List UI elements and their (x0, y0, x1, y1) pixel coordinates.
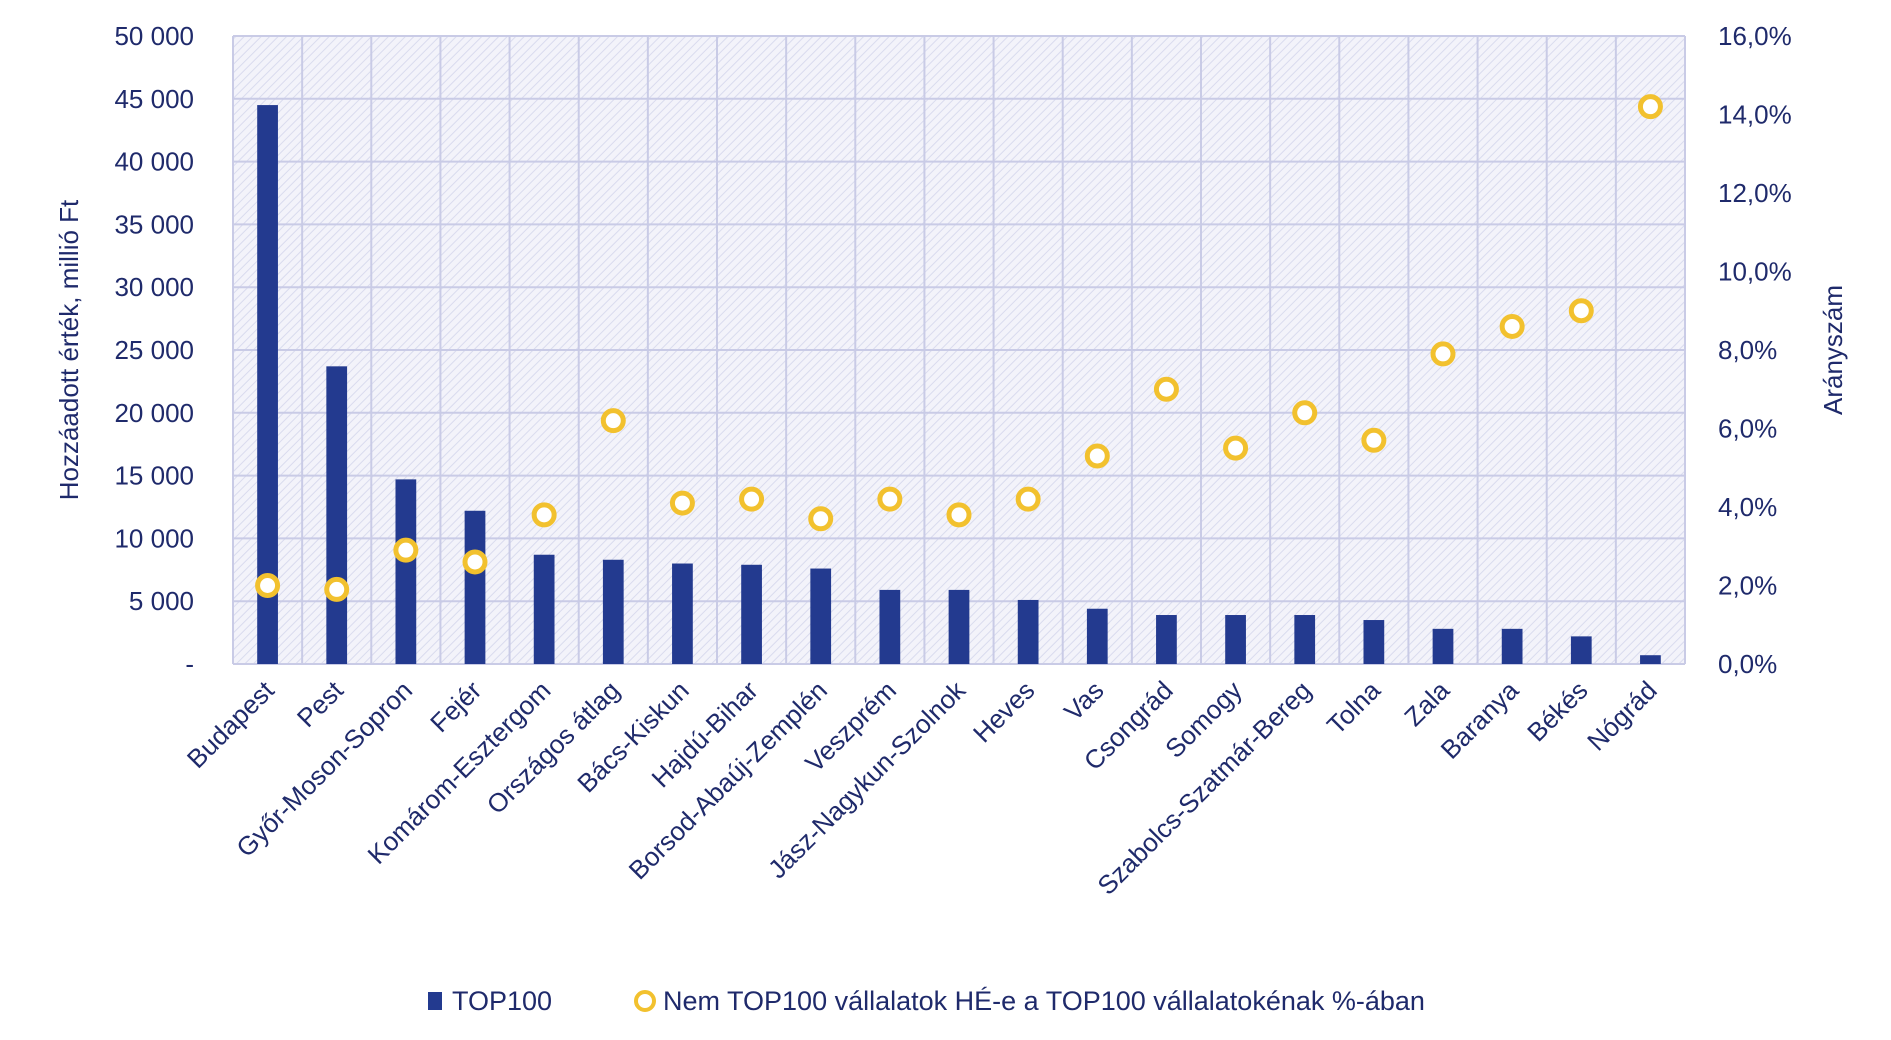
category-label: Vas (1058, 675, 1110, 727)
left-tick-label: 10 000 (114, 523, 194, 553)
marker-point (808, 506, 834, 532)
marker-point (669, 490, 695, 516)
right-axis-ticks: 0,0% 2,0% 4,0% 6,0% 8,0% 10,0% 12,0% 14,0% 16,0% (1718, 21, 1792, 679)
left-tick-label: 45 000 (114, 84, 194, 114)
left-tick-label: - (185, 649, 194, 679)
bar (395, 479, 417, 664)
bar (672, 563, 693, 664)
bar (1017, 599, 1039, 664)
left-tick-label: 20 000 (114, 398, 194, 428)
marker-point (1568, 298, 1594, 324)
bar (1501, 628, 1523, 664)
bar (1570, 636, 1592, 664)
marker-point (1430, 341, 1456, 367)
left-tick-label: 30 000 (114, 272, 194, 302)
bar (533, 554, 555, 664)
category-label: Pest (291, 674, 350, 733)
marker-point (462, 549, 488, 575)
legend-bar-swatch (428, 992, 442, 1010)
marker-point (531, 502, 557, 528)
left-axis-title: Hozzáadott érték, millió Ft (54, 199, 84, 500)
marker-point (255, 573, 281, 598)
marker-point (1015, 486, 1041, 512)
left-tick-label: 50 000 (114, 21, 194, 51)
left-axis-ticks: - 5 000 10 000 15 000 20 000 25 000 30 000 35 0… (114, 21, 194, 679)
marker-point (1223, 435, 1249, 461)
marker-point (324, 576, 350, 602)
marker-point (877, 486, 903, 512)
bar (326, 366, 348, 664)
category-label: Tolna (1321, 675, 1387, 741)
right-tick-label: 16,0% (1718, 21, 1792, 51)
marker-point (739, 486, 765, 512)
category-label: Nógrád (1581, 675, 1663, 757)
bar (1363, 620, 1385, 664)
category-label: Fejér (424, 675, 487, 738)
marker-point (600, 408, 626, 434)
marker-point (1292, 400, 1318, 426)
left-tick-label: 40 000 (114, 147, 194, 177)
bar (741, 564, 762, 664)
bar (1640, 655, 1661, 664)
category-label: Budapest (181, 674, 280, 773)
legend-label-top100: TOP100 (452, 986, 552, 1016)
right-tick-label: 12,0% (1718, 178, 1792, 208)
bar (1086, 608, 1108, 664)
category-label: Heves (967, 675, 1040, 748)
marker-point (393, 537, 419, 563)
bar (948, 589, 970, 664)
bar (810, 568, 832, 664)
bar (464, 510, 486, 664)
category-label: Zala (1398, 675, 1455, 732)
left-tick-label: 5 000 (129, 586, 194, 616)
bar (1225, 615, 1246, 664)
bar (1294, 615, 1316, 664)
bar (1432, 628, 1454, 664)
right-tick-label: 8,0% (1718, 335, 1777, 365)
marker-point (1361, 427, 1387, 453)
category-label: Baranya (1435, 675, 1525, 765)
right-axis-title: Arányszám (1818, 285, 1848, 415)
right-tick-label: 14,0% (1718, 100, 1792, 130)
legend-label-nem-top100: Nem TOP100 vállalatok HÉ-e a TOP100 váll… (663, 986, 1425, 1016)
marker-point (1084, 443, 1110, 469)
right-tick-label: 2,0% (1718, 571, 1777, 601)
right-tick-label: 0,0% (1718, 649, 1777, 679)
right-tick-label: 4,0% (1718, 492, 1777, 522)
bar (1156, 615, 1177, 664)
marker-point (1499, 313, 1525, 339)
marker-series (255, 94, 1663, 602)
right-tick-label: 10,0% (1718, 257, 1792, 287)
legend: TOP100 Nem TOP100 vállalatok HÉ-e a TOP1… (428, 986, 1425, 1016)
marker-point (946, 502, 972, 528)
bar (602, 559, 624, 664)
marker-point (1637, 94, 1663, 120)
legend-marker-swatch (634, 990, 656, 1012)
bar (257, 105, 278, 664)
right-tick-label: 6,0% (1718, 414, 1777, 444)
left-tick-label: 25 000 (114, 335, 194, 365)
bar (879, 589, 901, 664)
left-tick-label: 15 000 (114, 461, 194, 491)
marker-point (1153, 376, 1179, 402)
left-tick-label: 35 000 (114, 209, 194, 239)
